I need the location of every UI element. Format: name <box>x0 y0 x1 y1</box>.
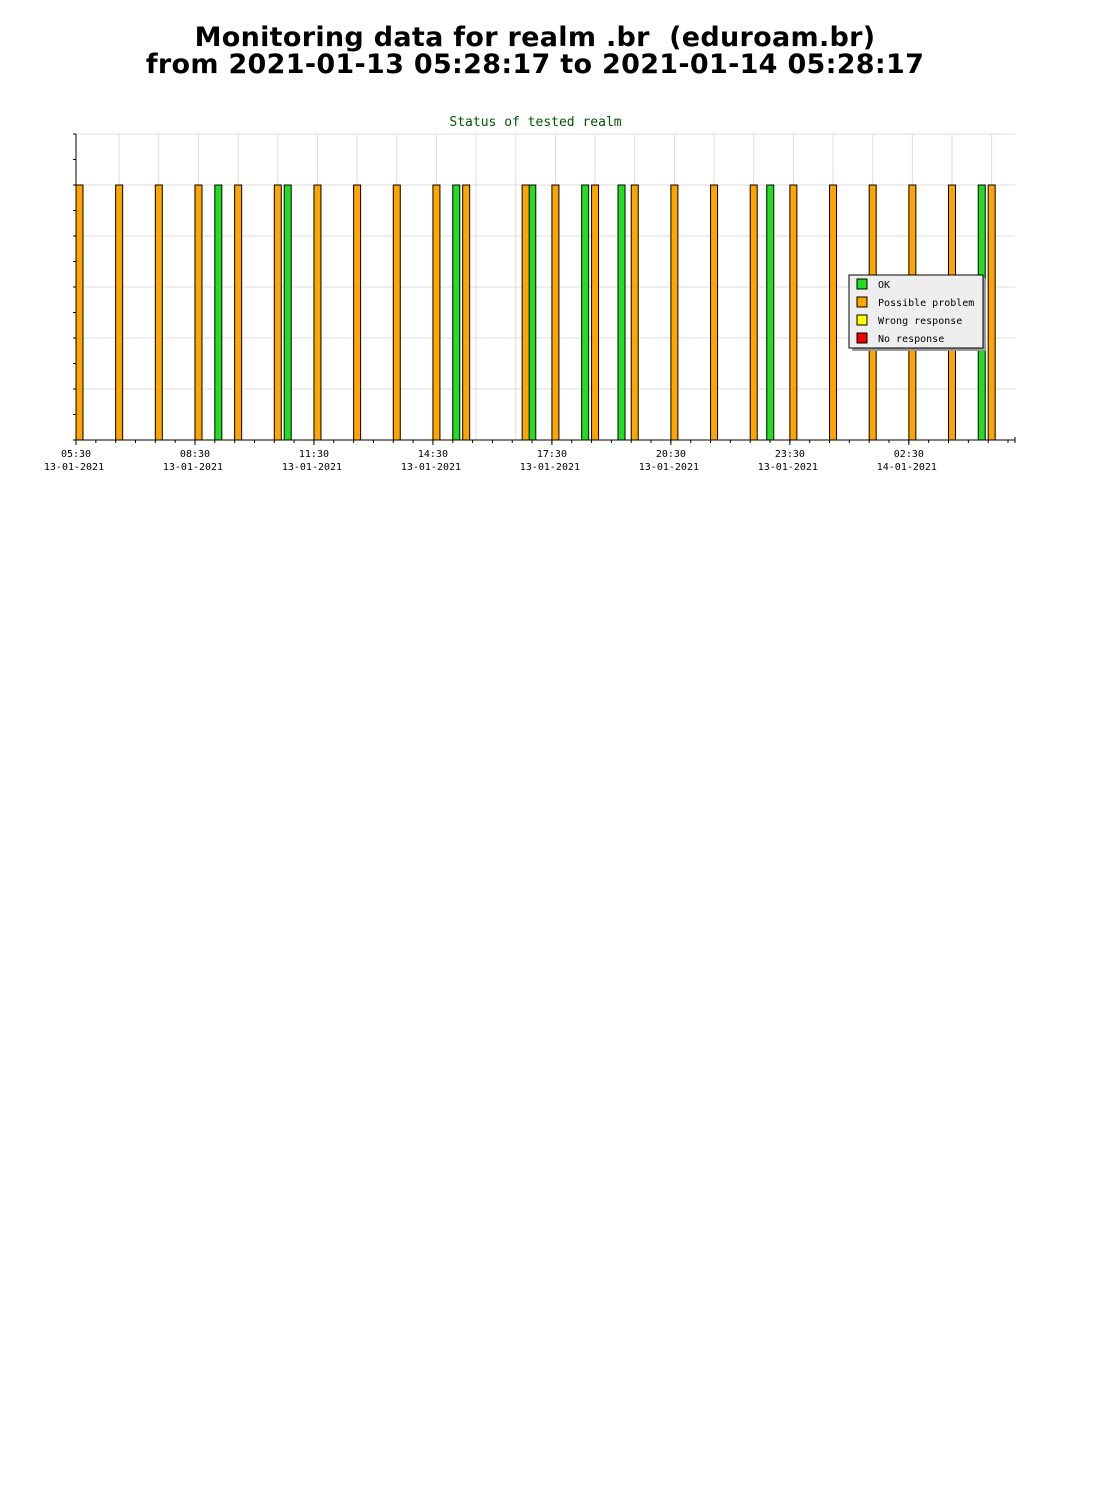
x-tick-label-date: 13-01-2021 <box>758 462 818 473</box>
x-tick-label-date: 13-01-2021 <box>639 462 699 473</box>
bar-possible-problem <box>154 184 163 441</box>
x-tick-label-date: 13-01-2021 <box>44 462 104 473</box>
bar-possible-problem <box>432 184 441 441</box>
x-tick-label-time: 05:30 <box>61 449 91 460</box>
bar-ok <box>528 184 537 441</box>
x-tick-label-date: 13-01-2021 <box>401 462 461 473</box>
bar-possible-problem <box>194 184 203 441</box>
bar-possible-problem <box>273 184 282 441</box>
x-tick-label-time: 23:30 <box>775 449 805 460</box>
legend-swatch-possible-problem <box>856 296 868 308</box>
legend-box <box>848 274 984 349</box>
chart-title: Status of tested realm <box>449 115 621 130</box>
bar-possible-problem <box>313 184 322 441</box>
bar-possible-problem <box>392 184 401 441</box>
legend-swatch-ok <box>856 278 868 290</box>
bar-possible-problem <box>234 184 243 441</box>
bar-ok <box>581 184 590 441</box>
bar-possible-problem <box>591 184 600 441</box>
page-title: Monitoring data for realm .br (eduroam.b… <box>0 24 1070 78</box>
legend-label: OK <box>878 280 890 291</box>
legend-swatch-wrong-response <box>856 314 868 326</box>
bar-possible-problem <box>670 184 679 441</box>
legend-label: No response <box>878 334 944 345</box>
x-tick-label-time: 02:30 <box>894 449 924 460</box>
x-tick-label-date: 13-01-2021 <box>163 462 223 473</box>
bar-possible-problem <box>353 184 362 441</box>
bar-possible-problem <box>710 184 719 441</box>
legend-label: Possible problem <box>878 298 974 309</box>
x-tick-label-time: 20:30 <box>656 449 686 460</box>
bar-possible-problem <box>987 184 996 441</box>
bar-possible-problem <box>749 184 758 441</box>
bar-possible-problem <box>551 184 560 441</box>
title-line-1: Monitoring data for realm .br (eduroam.b… <box>194 22 876 53</box>
x-tick-label-time: 17:30 <box>537 449 567 460</box>
bar-ok <box>766 184 775 441</box>
bar-possible-problem <box>462 184 471 441</box>
bar-possible-problem <box>115 184 124 441</box>
bar-ok <box>283 184 292 441</box>
legend-label: Wrong response <box>878 316 962 327</box>
x-tick-label-time: 11:30 <box>299 449 329 460</box>
bar-ok <box>214 184 223 441</box>
bar-possible-problem <box>630 184 639 441</box>
bar-possible-problem <box>789 184 798 441</box>
bar-ok <box>452 184 461 441</box>
bar-possible-problem <box>75 184 84 441</box>
legend-swatch-no-response <box>856 332 868 344</box>
title-line-2: from 2021-01-13 05:28:17 to 2021-01-14 0… <box>145 49 925 80</box>
x-tick-label-time: 08:30 <box>180 449 210 460</box>
bar-ok <box>617 184 626 441</box>
status-chart: Status of tested realm 05:30 13-01-2021 08:… <box>44 115 1016 473</box>
x-tick-label-time: 14:30 <box>418 449 448 460</box>
x-tick-label-date: 13-01-2021 <box>282 462 342 473</box>
x-tick-label-date: 14-01-2021 <box>877 462 937 473</box>
x-tick-label-date: 13-01-2021 <box>520 462 580 473</box>
bar-possible-problem <box>829 184 838 441</box>
bar-possible-problem <box>521 184 530 441</box>
